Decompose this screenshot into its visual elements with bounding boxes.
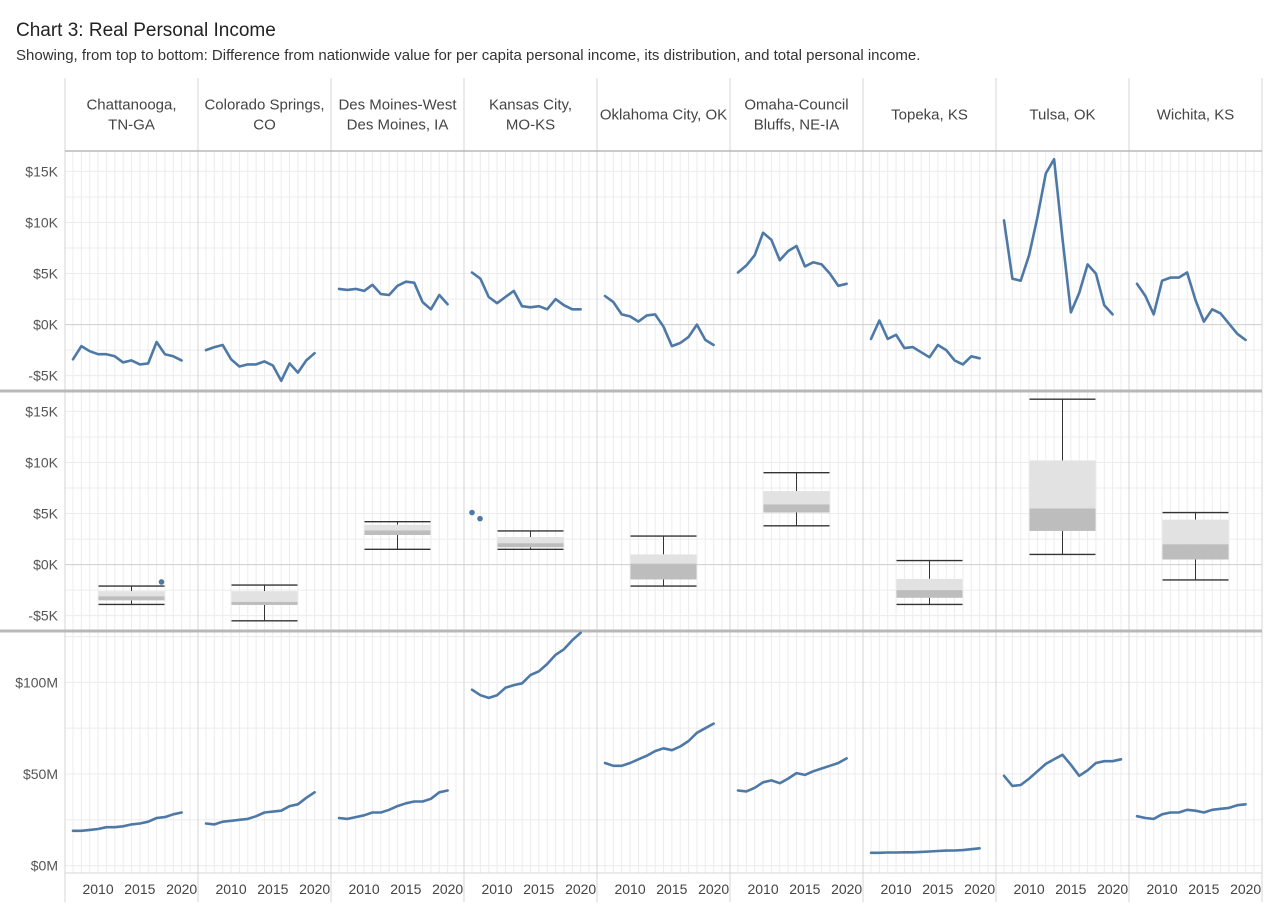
per-capita-diff-line-tulsa-ok [1002, 157, 1114, 316]
box-outlier-kansas-city-mo-ks [469, 509, 475, 516]
box-lower-chattanooga-tn-ga [98, 596, 165, 601]
box-outlier-chattanooga-tn-ga [158, 579, 165, 585]
x-tick-label: 2010 [747, 881, 778, 897]
x-tick-label: 2020 [1097, 881, 1128, 897]
column-header-topeka-ks: Topeka, KS [891, 107, 968, 124]
total-income-line-colorado-springs-co [204, 791, 316, 826]
x-tick-label: 2020 [166, 881, 197, 897]
box-lower-oklahoma-city-ok [630, 563, 697, 580]
x-tick-label: 2015 [390, 881, 421, 897]
box-upper-kansas-city-mo-ks [497, 537, 564, 544]
total-income-line-des-moines-west-des-moines-ia [337, 789, 449, 821]
box-lower-tulsa-ok [1029, 508, 1096, 531]
box-lower-colorado-springs-co [231, 601, 298, 605]
y-tick-label: $5K [33, 506, 59, 522]
x-tick-label: 2015 [1055, 881, 1086, 897]
x-tick-label: 2010 [1013, 881, 1044, 897]
y-tick-label: $5K [33, 266, 59, 282]
column-header-kansas-city-mo-ks: Kansas City, [489, 97, 572, 114]
box-upper-wichita-ks [1162, 519, 1229, 545]
column-header-colorado-springs-co: CO [253, 117, 276, 134]
box-outlier-kansas-city-mo-ks [477, 515, 483, 522]
total-income-line-tulsa-ok [1002, 753, 1123, 788]
total-income-line-wichita-ks [1135, 803, 1247, 821]
y-tick-label: $10K [25, 454, 58, 470]
column-header-omaha-council-bluffs-ne-ia: Bluffs, NE-IA [754, 117, 840, 134]
x-tick-label: 2020 [432, 881, 463, 897]
column-header-oklahoma-city-ok: Oklahoma City, OK [600, 107, 727, 124]
per-capita-diff-line-kansas-city-mo-ks [470, 271, 582, 311]
box-lower-des-moines-west-des-moines-ia [364, 530, 431, 535]
y-tick-label: $50M [23, 766, 58, 782]
x-tick-label: 2020 [831, 881, 862, 897]
total-income-line-topeka-ks [869, 847, 981, 855]
chart-subtitle: Showing, from top to bottom: Difference … [16, 47, 921, 64]
y-tick-label: $0K [33, 317, 59, 333]
per-capita-diff-line-des-moines-west-des-moines-ia [337, 280, 449, 311]
box-upper-topeka-ks [896, 578, 963, 591]
y-tick-label: $10K [25, 214, 58, 230]
x-tick-label: 2020 [1230, 881, 1261, 897]
x-tick-label: 2015 [124, 881, 155, 897]
x-tick-label: 2020 [964, 881, 995, 897]
per-capita-diff-line-omaha-council-bluffs-ne-ia [736, 231, 848, 288]
x-tick-label: 2010 [348, 881, 379, 897]
total-income-line-oklahoma-city-ok [603, 722, 715, 768]
x-tick-label: 2020 [698, 881, 729, 897]
x-tick-label: 2015 [523, 881, 554, 897]
box-lower-kansas-city-mo-ks [497, 543, 564, 548]
column-header-omaha-council-bluffs-ne-ia: Omaha-Council [744, 97, 848, 114]
y-tick-label: $15K [25, 403, 58, 419]
box-lower-omaha-council-bluffs-ne-ia [763, 504, 830, 513]
box-upper-tulsa-ok [1029, 460, 1096, 509]
y-tick-label: $0K [33, 557, 59, 573]
per-capita-diff-line-oklahoma-city-ok [603, 294, 715, 348]
box-upper-omaha-council-bluffs-ne-ia [763, 491, 830, 505]
per-capita-diff-line-wichita-ks [1135, 271, 1247, 342]
x-tick-label: 2010 [1146, 881, 1177, 897]
x-tick-label: 2010 [215, 881, 246, 897]
column-header-kansas-city-mo-ks: MO-KS [506, 117, 555, 134]
x-tick-label: 2015 [257, 881, 288, 897]
box-upper-des-moines-west-des-moines-ia [364, 524, 431, 531]
column-header-des-moines-west-des-moines-ia: Des Moines-West [338, 97, 457, 114]
x-tick-label: 2020 [299, 881, 330, 897]
y-tick-label: $0M [31, 858, 58, 874]
total-income-line-omaha-council-bluffs-ne-ia [736, 757, 848, 793]
x-tick-label: 2010 [82, 881, 113, 897]
chart-title: Chart 3: Real Personal Income [16, 20, 276, 41]
column-header-chattanooga-tn-ga: Chattanooga, [86, 97, 176, 114]
x-tick-label: 2010 [880, 881, 911, 897]
y-tick-label: $100M [15, 674, 58, 690]
box-upper-oklahoma-city-ok [630, 554, 697, 564]
box-upper-colorado-springs-co [231, 591, 298, 602]
x-tick-label: 2010 [614, 881, 645, 897]
column-header-colorado-springs-co: Colorado Springs, [204, 97, 324, 114]
x-tick-label: 2010 [481, 881, 512, 897]
column-header-tulsa-ok: Tulsa, OK [1029, 107, 1095, 124]
x-tick-label: 2015 [922, 881, 953, 897]
y-tick-label: -$5K [28, 608, 58, 624]
x-tick-label: 2015 [1188, 881, 1219, 897]
x-tick-label: 2015 [789, 881, 820, 897]
y-tick-label: -$5K [28, 368, 58, 384]
per-capita-diff-line-colorado-springs-co [204, 343, 316, 383]
x-tick-label: 2020 [565, 881, 596, 897]
total-income-line-kansas-city-mo-ks [470, 631, 582, 700]
column-header-chattanooga-tn-ga: TN-GA [108, 117, 155, 134]
per-capita-diff-line-topeka-ks [869, 319, 981, 366]
column-header-des-moines-west-des-moines-ia: Des Moines, IA [347, 117, 449, 134]
y-tick-label: $15K [25, 163, 58, 179]
box-lower-topeka-ks [896, 590, 963, 598]
per-capita-diff-line-chattanooga-tn-ga [71, 340, 183, 366]
total-income-line-chattanooga-tn-ga [71, 811, 183, 833]
box-upper-chattanooga-tn-ga [98, 591, 165, 597]
column-header-wichita-ks: Wichita, KS [1157, 107, 1235, 124]
box-lower-wichita-ks [1162, 544, 1229, 560]
x-tick-label: 2015 [656, 881, 687, 897]
